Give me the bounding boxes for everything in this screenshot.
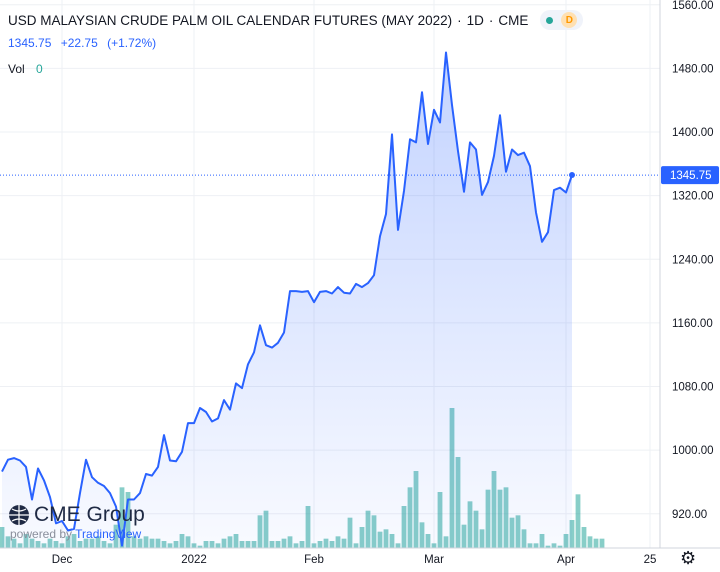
price-area	[1, 51, 575, 548]
volume-value: 0	[36, 62, 43, 76]
volume-bar	[599, 538, 605, 548]
settings-gear-icon[interactable]: ⚙	[680, 548, 697, 568]
logo-text: CME Group	[34, 503, 145, 526]
x-tick-label: Apr	[557, 554, 575, 566]
symbol-header[interactable]: USD MALAYSIAN CRUDE PALM OIL CALENDAR FU…	[8, 10, 584, 30]
volume-bar	[575, 494, 581, 548]
volume-bar	[119, 487, 125, 548]
cme-group-logo: CME Group	[8, 503, 145, 527]
x-tick-label: Dec	[52, 554, 73, 566]
x-tick-label: Feb	[304, 554, 324, 566]
y-tick-label: 1000.00	[672, 445, 714, 457]
chart-legend: USD MALAYSIAN CRUDE PALM OIL CALENDAR FU…	[8, 10, 584, 76]
x-tick-label: 2022	[181, 554, 207, 566]
volume-bar	[581, 527, 587, 548]
cme-logo[interactable]: CME Group powered by TradingView	[8, 503, 145, 541]
y-tick-label: 1480.00	[672, 63, 714, 75]
y-tick-label: 1240.00	[672, 254, 714, 266]
y-tick-label: 1320.00	[672, 191, 714, 203]
last-price-dot	[569, 171, 575, 178]
price-area-fill	[2, 52, 572, 548]
market-open-icon	[546, 16, 554, 24]
price-readout: 1345.75 +22.75 (+1.72%)	[8, 36, 583, 50]
price-change-pct: (+1.72%)	[107, 36, 157, 50]
volume-bar	[587, 536, 593, 548]
exchange-label: CME	[498, 12, 529, 28]
volume-bar	[593, 538, 599, 548]
y-tick-label: 1400.00	[672, 127, 714, 139]
x-tick-label: Mar	[424, 554, 444, 566]
price-change: +22.75	[60, 36, 98, 50]
separator-dot: ·	[457, 12, 462, 28]
powered-by-label: powered by	[10, 527, 73, 541]
y-tick-label: 1160.00	[672, 318, 713, 330]
volume-legend[interactable]: Vol 0	[8, 62, 583, 76]
market-status[interactable]: D	[540, 10, 584, 30]
symbol-title: USD MALAYSIAN CRUDE PALM OIL CALENDAR FU…	[8, 12, 453, 28]
price-axis[interactable]: 1560.00 1480.00 1400.00 1320.00 1240.00 1160.…	[659, 0, 719, 548]
separator-dot: ·	[488, 12, 494, 28]
last-price-tag	[661, 166, 719, 185]
last-price: 1345.75	[8, 36, 52, 50]
delayed-badge: D	[561, 12, 578, 28]
x-tick-label: 25	[644, 554, 657, 566]
volume-label: Vol	[8, 62, 25, 76]
last-price-tag-label: 1345.75	[670, 170, 712, 182]
cme-globe-icon	[9, 505, 29, 525]
y-tick-label: 920.00	[672, 509, 707, 521]
powered-by: powered by TradingView	[10, 527, 145, 541]
y-tick-label: 1080.00	[672, 382, 714, 394]
y-tick-label: 1560.00	[672, 0, 714, 12]
price-line	[1, 51, 573, 547]
interval-label: 1D	[466, 12, 484, 28]
time-axis[interactable]: Dec 2022 Feb Mar Apr 25	[0, 547, 720, 566]
tradingview-brand[interactable]: TradingView	[75, 527, 142, 541]
